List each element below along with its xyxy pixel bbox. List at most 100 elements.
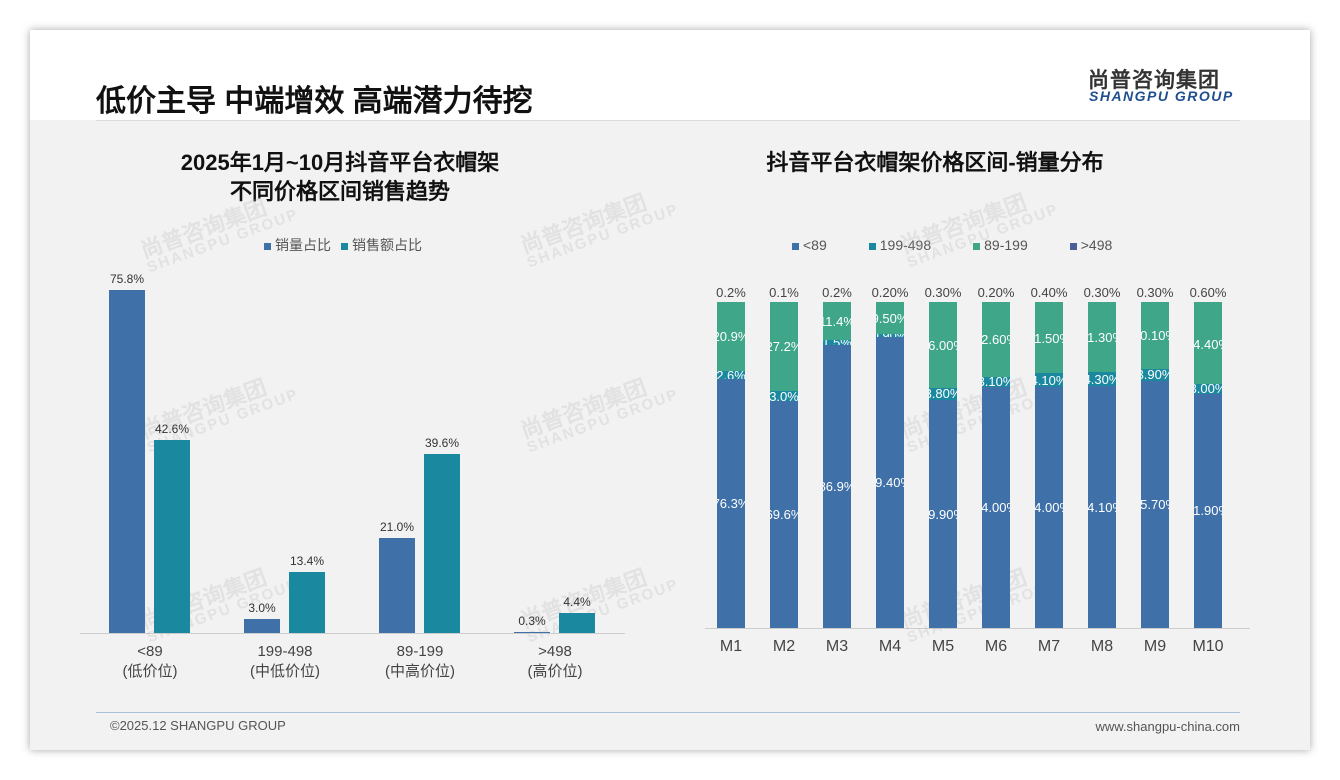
- x-tick-label: M3: [825, 638, 849, 655]
- segment-label: 69.90%: [929, 506, 957, 522]
- bar-销售额占比-199-498: [289, 572, 325, 633]
- legend-label: >498: [1080, 237, 1113, 253]
- x-tick-category: <89: [137, 643, 163, 660]
- bar-销量占比-199-498: [244, 619, 280, 633]
- bar-销售额占比-89-199: [424, 453, 460, 633]
- bar-segment: 20.9%: [717, 302, 745, 371]
- bar-segment: 69.90%: [929, 400, 957, 628]
- footer-website[interactable]: www.shangpu-china.com: [1095, 719, 1240, 734]
- x-tick-category: 199-498: [257, 643, 313, 660]
- segment-label: 3.90%: [1141, 368, 1169, 382]
- x-tick-sublabel: (中高价位): [385, 663, 455, 680]
- segment-label: 4.30%: [1088, 372, 1116, 387]
- legend-label: <89: [803, 237, 827, 253]
- bar-segment: 3.90%: [1141, 368, 1169, 382]
- segment-label: 0.30%: [1136, 285, 1174, 300]
- bar-segment: 76.3%: [717, 379, 745, 628]
- legend-item: <89: [792, 237, 827, 253]
- legend-item: 89-199: [973, 237, 1028, 253]
- segment-label: 0.60%: [1189, 285, 1227, 300]
- segment-label: 2.6%: [717, 370, 745, 380]
- bar-销量占比-<89: [109, 290, 145, 633]
- x-tick-label: M7: [1037, 638, 1061, 655]
- segment-label: 22.60%: [982, 332, 1010, 348]
- x-tick-sublabel: (中低价位): [250, 663, 320, 680]
- segment-label: 21.50%: [1035, 330, 1063, 346]
- segment-label: 11.4%: [823, 313, 851, 329]
- bar-segment: 69.6%: [770, 401, 798, 628]
- segment-label: 74.10%: [1088, 499, 1116, 515]
- bar-segment: [1035, 302, 1063, 304]
- bar-segment: 20.10%: [1141, 303, 1169, 369]
- segment-label: 74.00%: [1035, 499, 1063, 515]
- segment-label: 75.70%: [1141, 497, 1169, 513]
- legend-item: 销量占比: [264, 235, 331, 255]
- x-tick-category: >498: [538, 643, 572, 660]
- footer-divider: [96, 712, 1240, 713]
- data-label: 13.4%: [289, 554, 325, 569]
- page-title: 低价主导 中端增效 高端潜力待挖: [96, 85, 533, 118]
- legend-item: 销售额占比: [341, 235, 422, 255]
- segment-label: 3.00%: [1194, 383, 1222, 394]
- bar-segment: 24.40%: [1194, 304, 1222, 384]
- legend-label: 199-498: [879, 237, 932, 253]
- bar-segment: [929, 302, 957, 303]
- legend-item: 199-498: [868, 237, 932, 253]
- bar-segment: 21.50%: [1035, 303, 1063, 374]
- logo-text-en: SHANGPU GROUP: [1089, 88, 1234, 104]
- bar-segment: [823, 302, 851, 303]
- bar-segment: 0.90%: [876, 333, 904, 337]
- segment-label: 0.30%: [1083, 285, 1121, 300]
- segment-label: 1.5%: [823, 340, 851, 345]
- bar-segment: [876, 302, 904, 303]
- x-tick-label: M1: [719, 638, 743, 655]
- legend-item: >498: [1069, 237, 1113, 253]
- bar-销量占比-89-199: [379, 537, 415, 633]
- segment-label: 0.20%: [977, 285, 1015, 300]
- bar-segment: 3.10%: [982, 376, 1010, 387]
- bar-segment: 26.00%: [929, 303, 957, 388]
- bar-segment: 2.6%: [717, 370, 745, 380]
- bar-segment: 74.10%: [1088, 386, 1116, 628]
- bar-segment: 11.4%: [823, 302, 851, 340]
- segment-label: 3.0%: [770, 391, 798, 402]
- segment-label: 4.10%: [1035, 373, 1063, 387]
- bar-segment: 71.90%: [1194, 393, 1222, 628]
- bar-segment: 21.30%: [1088, 302, 1116, 373]
- right-x-axis: [705, 628, 1250, 629]
- x-tick-label: <89 (低价位): [95, 642, 205, 682]
- stacked-bar-M2: 69.6% 3.0% 27.2% 0.1%: [769, 285, 799, 628]
- segment-label: 21.30%: [1088, 330, 1116, 346]
- stacked-bar-M9: 75.70% 3.90% 20.10% 0.30%: [1137, 285, 1173, 628]
- segment-label: 20.10%: [1141, 328, 1169, 344]
- stacked-bar-M4: 89.40% 0.90% 9.50% 0.20%: [872, 285, 908, 628]
- left-chart-title-line1: 2025年1月~10月抖音平台衣帽架: [180, 150, 500, 175]
- legend-swatch: [264, 243, 271, 250]
- segment-label: 20.9%: [717, 329, 745, 345]
- x-tick-label: M6: [984, 638, 1008, 655]
- bar-segment: [1141, 302, 1169, 303]
- bar-segment: 3.00%: [1194, 383, 1222, 394]
- x-tick-label: 199-498 (中低价位): [230, 642, 340, 682]
- segment-label: 86.9%: [823, 478, 851, 494]
- x-tick-label: M2: [772, 638, 796, 655]
- stacked-bar-M3: 86.9% 1.5% 11.4% 0.2%: [822, 285, 852, 628]
- x-tick-sublabel: (高价位): [527, 663, 583, 680]
- segment-label: 69.6%: [770, 507, 798, 523]
- bar-segment: 75.70%: [1141, 381, 1169, 628]
- segment-label: 9.50%: [876, 310, 904, 326]
- legend-swatch: [341, 243, 348, 250]
- bar-segment: 74.00%: [1035, 386, 1063, 628]
- data-label: 42.6%: [154, 422, 190, 437]
- bar-segment: 22.60%: [982, 302, 1010, 377]
- x-tick-label: >498 (高价位): [500, 642, 610, 682]
- segment-label: 71.90%: [1194, 503, 1222, 519]
- bar-segment: 86.9%: [823, 344, 851, 628]
- bar-销量占比->498: [514, 631, 550, 633]
- legend-label: 销量占比: [275, 237, 331, 253]
- segment-label: 76.3%: [717, 496, 745, 512]
- x-tick-sublabel: (低价位): [122, 663, 178, 680]
- logo-text-cn: 尚普咨询集团: [1088, 69, 1220, 92]
- segment-label: 0.1%: [769, 285, 799, 300]
